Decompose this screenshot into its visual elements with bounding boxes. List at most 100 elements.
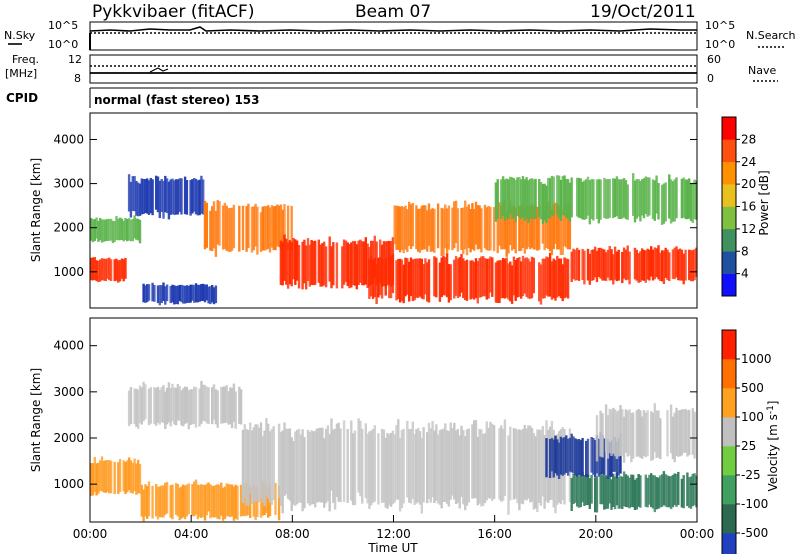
data-cell: [566, 438, 570, 476]
ytick-label: 4000: [53, 339, 84, 353]
data-cell: [621, 476, 624, 509]
data-cell: [198, 179, 201, 216]
data-cell: [225, 205, 228, 251]
data-cell: [142, 381, 145, 422]
data-cell: [118, 260, 122, 282]
data-cell: [590, 179, 593, 220]
data-cell: [162, 485, 165, 518]
data-cell: [252, 427, 255, 503]
data-cell: [512, 428, 516, 500]
data-cell: [532, 433, 535, 510]
data-cell: [146, 284, 149, 303]
data-cell: [120, 258, 124, 279]
data-cell: [606, 249, 610, 278]
data-cell: [400, 259, 404, 302]
data-cell: [353, 241, 357, 286]
data-cell: [514, 428, 517, 499]
data-cell: [321, 243, 324, 287]
data-cell: [426, 262, 429, 302]
data-cell: [323, 241, 326, 286]
data-cell: [117, 218, 120, 241]
data-cell: [675, 407, 678, 456]
data-cell: [617, 438, 620, 476]
data-cell: [501, 201, 505, 250]
data-cell: [108, 257, 111, 281]
data-cell: [147, 481, 151, 517]
data-cell: [144, 179, 147, 213]
data-cell: [500, 425, 503, 502]
data-cell: [666, 475, 669, 508]
data-cell: [185, 285, 189, 303]
data-cell: [315, 428, 319, 503]
data-cell: [319, 427, 322, 503]
data-cell: [427, 422, 431, 500]
data-cell: [200, 175, 203, 214]
data-cell: [641, 248, 644, 281]
data-cell: [557, 175, 561, 219]
data-cell: [570, 433, 573, 473]
data-cell: [530, 256, 534, 299]
data-cell: [247, 429, 250, 506]
data-cell: [90, 463, 93, 496]
data-cell: [144, 384, 147, 420]
data-cell: [547, 177, 550, 219]
data-cell: [668, 476, 671, 508]
data-cell: [500, 205, 503, 250]
data-cell: [276, 204, 279, 247]
data-cell: [180, 390, 183, 426]
data-cell: [637, 253, 640, 283]
data-cell: [520, 261, 523, 299]
data-cell: [473, 420, 476, 499]
data-cell: [622, 416, 626, 463]
date-label: 19/Oct/2011: [590, 2, 696, 22]
data-cell: [239, 389, 243, 425]
data-cell: [346, 428, 349, 503]
colorbar-segment: [722, 504, 736, 534]
data-cell: [633, 180, 637, 223]
data-cell: [384, 438, 387, 508]
data-cell: [478, 258, 481, 298]
data-cell: [147, 388, 151, 426]
data-cell: [281, 242, 284, 286]
data-cell: [646, 477, 649, 508]
data-cell: [615, 251, 619, 282]
data-cell: [158, 389, 161, 425]
data-cell: [597, 247, 600, 277]
data-cell: [368, 258, 371, 299]
data-cell: [254, 203, 257, 247]
data-cell: [209, 484, 212, 519]
data-cell: [529, 425, 532, 503]
data-cell: [417, 258, 420, 298]
data-cell: [471, 203, 474, 250]
data-cell: [249, 422, 252, 494]
data-cell: [122, 259, 125, 282]
data-cell: [695, 475, 698, 508]
nsky-right-top: 10^5: [705, 19, 735, 32]
data-cell: [547, 201, 550, 249]
data-cell: [610, 249, 613, 281]
data-cell: [659, 475, 662, 508]
data-cell: [259, 486, 263, 518]
data-cell: [364, 237, 367, 285]
data-cell: [563, 257, 566, 299]
data-cell: [570, 251, 573, 282]
data-cell: [212, 287, 216, 305]
data-cell: [512, 205, 516, 249]
data-cell: [100, 258, 104, 281]
data-cell: [691, 473, 694, 507]
data-cell: [297, 428, 301, 503]
data-cell: [160, 179, 163, 213]
data-cell: [191, 484, 194, 517]
data-cell: [189, 389, 192, 425]
colorbar-tick-label: 12: [741, 222, 756, 236]
data-cell: [200, 380, 203, 424]
data-cell: [234, 484, 237, 519]
data-cell: [603, 475, 606, 510]
data-cell: [521, 176, 525, 218]
freq-panel: [89, 54, 698, 84]
data-cell: [267, 205, 270, 249]
data-cell: [398, 258, 402, 303]
data-cell: [613, 246, 617, 280]
data-cell: [138, 464, 142, 494]
data-cell: [328, 236, 331, 282]
